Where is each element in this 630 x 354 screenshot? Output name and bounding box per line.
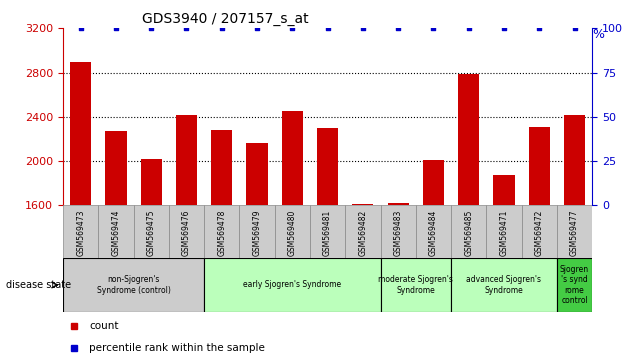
Text: advanced Sjogren's
Syndrome: advanced Sjogren's Syndrome: [466, 275, 542, 295]
Text: GSM569478: GSM569478: [217, 210, 226, 256]
Bar: [345, 205, 381, 258]
Text: non-Sjogren's
Syndrome (control): non-Sjogren's Syndrome (control): [96, 275, 171, 295]
Bar: [529, 127, 550, 205]
Point: [287, 25, 297, 31]
Bar: [493, 176, 515, 205]
Bar: [211, 130, 232, 205]
Bar: [70, 62, 91, 205]
Point: [181, 25, 192, 31]
Point: [358, 25, 368, 31]
Bar: [204, 258, 381, 312]
Bar: [423, 160, 444, 205]
Bar: [458, 74, 479, 205]
Text: GSM569480: GSM569480: [288, 210, 297, 256]
Bar: [416, 205, 451, 258]
Bar: [63, 205, 98, 258]
Bar: [105, 131, 127, 205]
Bar: [317, 128, 338, 205]
Point: [111, 25, 121, 31]
Bar: [381, 258, 451, 312]
Text: GSM569471: GSM569471: [500, 210, 508, 256]
Point: [217, 25, 227, 31]
Text: GSM569484: GSM569484: [429, 210, 438, 256]
Bar: [564, 115, 585, 205]
Text: count: count: [89, 321, 119, 331]
Point: [323, 25, 333, 31]
Text: Sjogren
's synd
rome
control: Sjogren 's synd rome control: [560, 265, 589, 305]
Text: GSM569474: GSM569474: [112, 210, 120, 256]
Bar: [63, 258, 204, 312]
Bar: [387, 202, 409, 205]
Text: GSM569482: GSM569482: [358, 210, 367, 256]
Text: GSM569481: GSM569481: [323, 210, 332, 256]
Bar: [486, 205, 522, 258]
Bar: [176, 115, 197, 205]
Point: [534, 25, 544, 31]
Text: GSM569476: GSM569476: [182, 210, 191, 256]
Bar: [204, 205, 239, 258]
Point: [464, 25, 474, 31]
Text: percentile rank within the sample: percentile rank within the sample: [89, 343, 265, 353]
Bar: [140, 159, 162, 205]
Bar: [352, 204, 374, 205]
Point: [570, 25, 580, 31]
Bar: [381, 205, 416, 258]
Text: GSM569479: GSM569479: [253, 210, 261, 256]
Text: GSM569475: GSM569475: [147, 210, 156, 256]
Text: disease state: disease state: [6, 280, 71, 290]
Bar: [134, 205, 169, 258]
Bar: [239, 205, 275, 258]
Bar: [275, 205, 310, 258]
Text: GDS3940 / 207157_s_at: GDS3940 / 207157_s_at: [142, 12, 309, 26]
Point: [428, 25, 438, 31]
Point: [499, 25, 509, 31]
Text: %: %: [592, 28, 604, 41]
Bar: [522, 205, 557, 258]
Text: GSM569472: GSM569472: [535, 210, 544, 256]
Text: early Sjogren's Syndrome: early Sjogren's Syndrome: [243, 280, 341, 290]
Bar: [246, 143, 268, 205]
Point: [76, 25, 86, 31]
Bar: [557, 258, 592, 312]
Bar: [451, 258, 557, 312]
Bar: [310, 205, 345, 258]
Point: [393, 25, 403, 31]
Bar: [169, 205, 204, 258]
Bar: [282, 111, 303, 205]
Text: GSM569483: GSM569483: [394, 210, 403, 256]
Point: [146, 25, 156, 31]
Bar: [451, 205, 486, 258]
Point: [252, 25, 262, 31]
Text: GSM569477: GSM569477: [570, 210, 579, 256]
Text: GSM569485: GSM569485: [464, 210, 473, 256]
Text: GSM569473: GSM569473: [76, 210, 85, 256]
Bar: [98, 205, 134, 258]
Text: moderate Sjogren's
Syndrome: moderate Sjogren's Syndrome: [379, 275, 453, 295]
Bar: [557, 205, 592, 258]
